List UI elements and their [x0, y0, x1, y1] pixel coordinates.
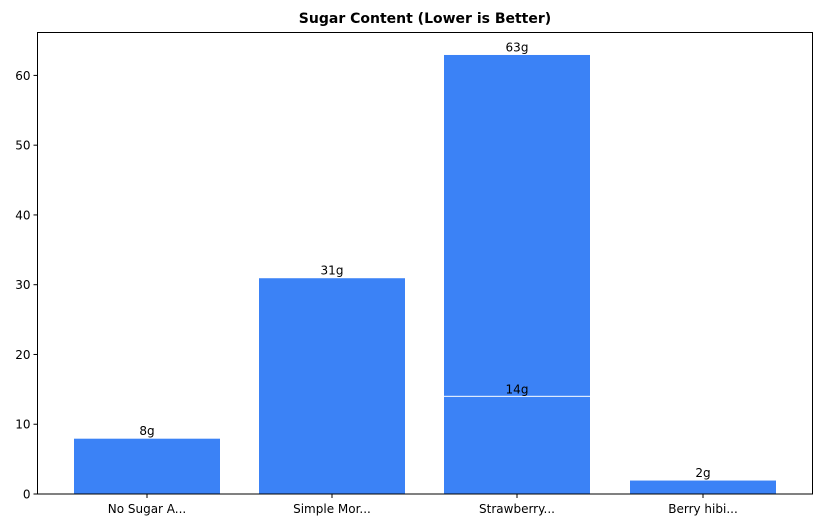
x-tick-label: Simple Mor...	[293, 502, 371, 516]
bar	[73, 437, 221, 495]
bar-value-label: 8g	[139, 424, 154, 438]
y-tick-label: 30	[15, 278, 30, 292]
x-tick-label: Strawberry...	[479, 502, 555, 516]
y-tick-label: 50	[15, 139, 30, 153]
bar-value-label: 14g	[506, 382, 529, 396]
y-tick-label: 40	[15, 208, 30, 222]
bar	[443, 395, 591, 495]
y-tick-label: 60	[15, 69, 30, 83]
plot-area-frame	[37, 32, 813, 495]
bars	[73, 53, 777, 495]
y-tick-label: 0	[23, 488, 31, 502]
chart-title: Sugar Content (Lower is Better)	[299, 11, 551, 27]
bar	[629, 479, 777, 495]
y-tick-label: 20	[15, 348, 30, 362]
bar-value-label: 63g	[506, 40, 529, 54]
bar-value-labels: 8g 31g 63g 14g 2g	[139, 40, 710, 480]
bar-value-label: 2g	[695, 466, 710, 480]
bar-value-label: 31g	[321, 264, 344, 278]
y-tick-label: 10	[15, 418, 30, 432]
x-tick-label: No Sugar A...	[108, 502, 187, 516]
x-tick-label: Berry hibi...	[668, 502, 738, 516]
x-axis: No Sugar A... Simple Mor... Strawberry... B…	[108, 494, 738, 516]
y-axis: 0 10 20 30 40 50 60	[15, 69, 38, 502]
bar	[258, 277, 406, 495]
